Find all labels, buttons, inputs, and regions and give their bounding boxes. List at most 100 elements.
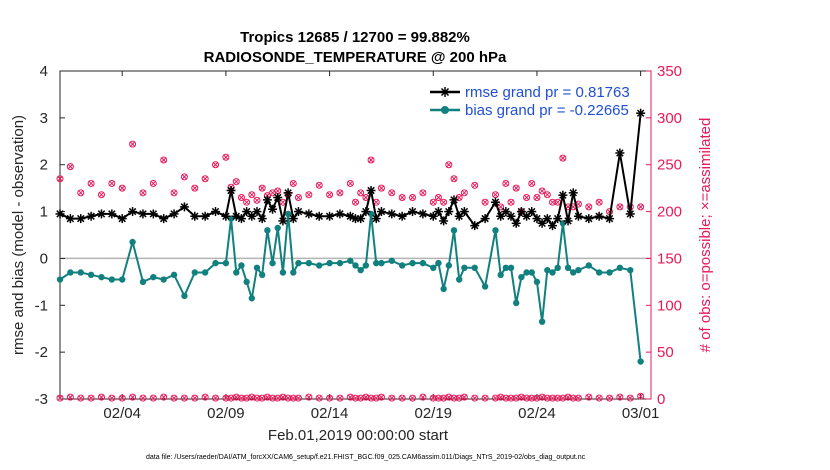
rmse-point (439, 216, 449, 226)
obs-possible-point (129, 140, 137, 148)
obs-assimilated-point (248, 393, 256, 401)
rmse-point (278, 216, 288, 226)
bias-point (513, 299, 520, 307)
bias-point (305, 259, 313, 267)
bias-point (243, 278, 250, 286)
rmse-point (262, 195, 272, 205)
obs-assimilated-point (523, 394, 531, 402)
obs-possible-point (585, 203, 593, 211)
rmse-point (387, 209, 397, 219)
obs-assimilated-point (274, 394, 282, 402)
bias-point (201, 269, 209, 276)
rmse-point (542, 214, 552, 224)
obs-possible-point (243, 198, 251, 206)
obs-assimilated-point (362, 393, 370, 401)
rmse-point (584, 214, 594, 224)
right-y-tick-label: 100 (657, 297, 682, 314)
right-y-tick-label: 300 (657, 110, 682, 127)
bias-point (455, 276, 463, 283)
bias-point (430, 264, 437, 271)
bias-point (108, 276, 116, 283)
bias-point (450, 227, 458, 234)
bias-point (87, 271, 95, 279)
plot-area (59, 70, 652, 400)
bias-point (284, 210, 292, 218)
x-axis: 02/04 02/09 02/14 02/19 02/24 03/01 (103, 71, 659, 422)
obs-assimilated-point (357, 394, 365, 402)
legend-rmse-label: rmse grand pr = 0.81763 (465, 84, 630, 101)
y-tick-label: 1 (40, 204, 48, 221)
obs-possible-point (180, 173, 188, 181)
bias-point (119, 276, 126, 283)
obs-possible-point (118, 184, 126, 192)
obs-assimilated-point (160, 393, 168, 401)
obs-assimilated-point (626, 394, 634, 402)
x-tick-label: 03/01 (622, 405, 660, 422)
rmse-point (548, 221, 557, 231)
obs-possible-point (305, 191, 313, 199)
rmse-point (366, 185, 376, 195)
obs-assimilated-point (574, 394, 582, 402)
obs-possible-point (543, 191, 551, 199)
y-tick-label: 3 (40, 110, 48, 127)
obs-assimilated-point (289, 394, 297, 402)
obs-assimilated-point (507, 394, 515, 402)
obs-assimilated-point (129, 393, 137, 401)
bias-point (212, 259, 219, 267)
obs-assimilated-point (346, 393, 354, 401)
bias-point (336, 259, 344, 267)
obs-assimilated-point (434, 394, 442, 402)
rmse-point (558, 190, 568, 200)
obs-possible-point (549, 198, 556, 206)
obs-assimilated-point (512, 394, 520, 402)
rmse-point (433, 207, 443, 217)
obs-assimilated-point (455, 394, 463, 402)
rmse-point (459, 207, 469, 217)
obs-assimilated-point (528, 394, 536, 402)
rmse-series (55, 108, 646, 231)
x-tick-label: 02/04 (103, 405, 141, 422)
bias-point (492, 227, 499, 234)
rmse-point (615, 148, 625, 158)
obs-assimilated-point (502, 394, 510, 402)
obs-assimilated-point (87, 394, 95, 402)
x-tick-label: 02/09 (207, 405, 245, 422)
rmse-point (480, 214, 490, 224)
rmse-point (169, 209, 179, 219)
chart-title-line-1: Tropics 12685 / 12700 = 99.882% (240, 29, 470, 46)
right-y-tick-label: 350 (657, 63, 682, 80)
rmse-point (376, 207, 386, 217)
obs-possible-point (346, 179, 354, 187)
bias-point (419, 259, 427, 267)
bias-point (160, 276, 167, 283)
obs-possible-point (357, 189, 365, 197)
bias-point (129, 238, 136, 246)
obs-possible-point (97, 191, 105, 199)
obs-assimilated-point (538, 393, 546, 401)
obs-possible-point (481, 198, 489, 206)
obs-possible-point (434, 194, 442, 202)
obs-assimilated-point (372, 394, 380, 402)
rmse-point (625, 209, 635, 219)
bias-point (471, 264, 478, 271)
obs-possible-point (450, 175, 458, 183)
rmse-point (200, 211, 210, 221)
bias-point (549, 269, 556, 276)
obs-assimilated-point (481, 394, 489, 402)
obs-assimilated-point (222, 394, 230, 402)
obs-assimilated-point (569, 394, 577, 402)
y-tick-label: 2 (40, 157, 48, 174)
bias-point (595, 269, 603, 276)
obs-possible-point (139, 189, 147, 197)
bias-point (616, 264, 624, 271)
obs-possible-point (253, 196, 261, 204)
bias-point (362, 262, 370, 269)
y-tick-label: -1 (35, 297, 48, 314)
obs-assimilated-point (305, 393, 313, 401)
rmse-point (408, 207, 418, 217)
bias-point (233, 269, 240, 276)
x-axis-label: Feb.01,2019 00:00:00 start (268, 427, 449, 444)
data-file-footnote: data file: /Users/raeder/DAI/ATM_forcXX/… (146, 454, 586, 461)
right-y-tick-label: 50 (657, 344, 674, 361)
